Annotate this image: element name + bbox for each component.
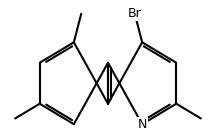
Text: N: N <box>137 118 147 131</box>
Text: Br: Br <box>128 7 142 20</box>
